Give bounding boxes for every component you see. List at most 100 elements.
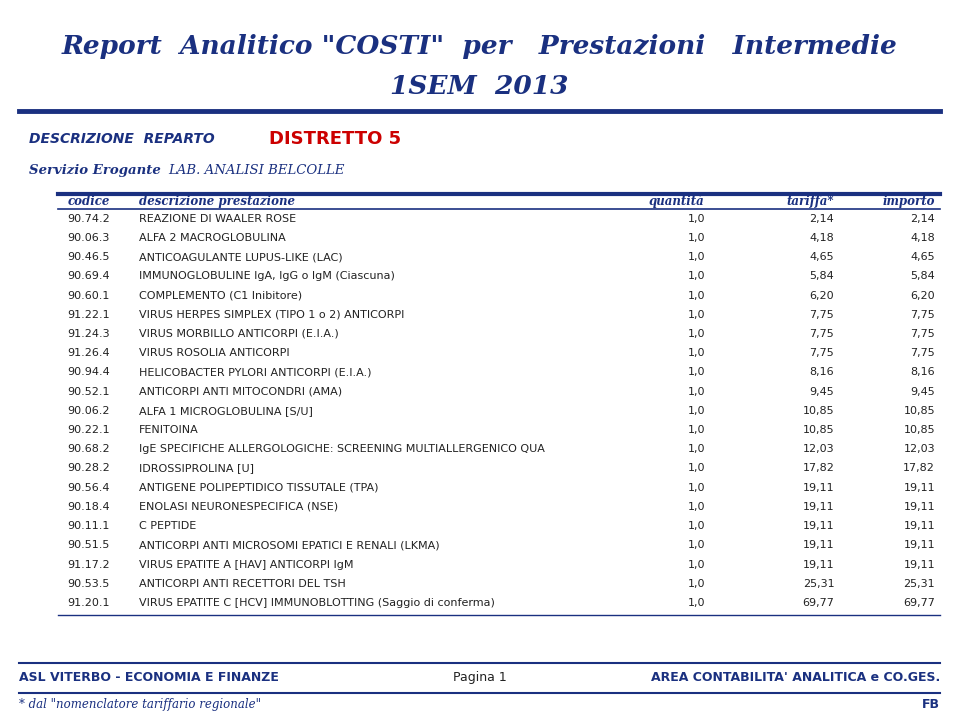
Text: 19,11: 19,11 bbox=[903, 502, 935, 512]
Text: 19,11: 19,11 bbox=[903, 521, 935, 531]
Text: 90.06.3: 90.06.3 bbox=[67, 233, 109, 243]
Text: 25,31: 25,31 bbox=[903, 579, 935, 589]
Text: VIRUS EPATITE A [HAV] ANTICORPI IgM: VIRUS EPATITE A [HAV] ANTICORPI IgM bbox=[139, 559, 354, 569]
Text: 91.24.3: 91.24.3 bbox=[67, 329, 109, 339]
Text: LAB. ANALISI BELCOLLE: LAB. ANALISI BELCOLLE bbox=[168, 164, 344, 177]
Text: ASL VITERBO - ECONOMIA E FINANZE: ASL VITERBO - ECONOMIA E FINANZE bbox=[19, 671, 279, 684]
Text: 1,0: 1,0 bbox=[688, 386, 705, 397]
Text: 4,65: 4,65 bbox=[809, 252, 834, 262]
Text: IgE SPECIFICHE ALLERGOLOGICHE: SCREENING MULTIALLERGENICO QUA: IgE SPECIFICHE ALLERGOLOGICHE: SCREENING… bbox=[139, 445, 545, 455]
Text: 1,0: 1,0 bbox=[688, 406, 705, 416]
Text: 10,85: 10,85 bbox=[803, 425, 834, 435]
Text: importo: importo bbox=[882, 194, 935, 208]
Text: 90.74.2: 90.74.2 bbox=[67, 214, 110, 224]
Text: 4,18: 4,18 bbox=[910, 233, 935, 243]
Text: 90.52.1: 90.52.1 bbox=[67, 386, 109, 397]
Text: ANTICORPI ANTI MICROSOMI EPATICI E RENALI (LKMA): ANTICORPI ANTI MICROSOMI EPATICI E RENAL… bbox=[139, 541, 439, 551]
Text: 90.28.2: 90.28.2 bbox=[67, 463, 110, 473]
Text: 7,75: 7,75 bbox=[809, 310, 834, 320]
Text: 91.20.1: 91.20.1 bbox=[67, 598, 109, 608]
Text: 25,31: 25,31 bbox=[803, 579, 834, 589]
Text: 1,0: 1,0 bbox=[688, 290, 705, 300]
Text: ANTICORPI ANTI RECETTORI DEL TSH: ANTICORPI ANTI RECETTORI DEL TSH bbox=[139, 579, 346, 589]
Text: 8,16: 8,16 bbox=[809, 367, 834, 377]
Text: 10,85: 10,85 bbox=[903, 406, 935, 416]
Text: 90.69.4: 90.69.4 bbox=[67, 271, 109, 281]
Text: 1SEM  2013: 1SEM 2013 bbox=[390, 74, 569, 98]
Text: 90.18.4: 90.18.4 bbox=[67, 502, 109, 512]
Text: 12,03: 12,03 bbox=[803, 445, 834, 455]
Text: 5,84: 5,84 bbox=[809, 271, 834, 281]
Text: 91.17.2: 91.17.2 bbox=[67, 559, 109, 569]
Text: 1,0: 1,0 bbox=[688, 233, 705, 243]
Text: IDROSSIPROLINA [U]: IDROSSIPROLINA [U] bbox=[139, 463, 254, 473]
Text: 69,77: 69,77 bbox=[903, 598, 935, 608]
Text: 1,0: 1,0 bbox=[688, 252, 705, 262]
Text: 19,11: 19,11 bbox=[803, 521, 834, 531]
Text: ANTIGENE POLIPEPTIDICO TISSUTALE (TPA): ANTIGENE POLIPEPTIDICO TISSUTALE (TPA) bbox=[139, 483, 379, 493]
Text: ALFA 1 MICROGLOBULINA [S/U]: ALFA 1 MICROGLOBULINA [S/U] bbox=[139, 406, 313, 416]
Text: 90.53.5: 90.53.5 bbox=[67, 579, 109, 589]
Text: 19,11: 19,11 bbox=[803, 559, 834, 569]
Text: FB: FB bbox=[922, 698, 940, 711]
Text: 90.51.5: 90.51.5 bbox=[67, 541, 109, 551]
Text: 10,85: 10,85 bbox=[903, 425, 935, 435]
Text: Servizio Erogante: Servizio Erogante bbox=[29, 164, 160, 177]
Text: 17,82: 17,82 bbox=[803, 463, 834, 473]
Text: 8,16: 8,16 bbox=[910, 367, 935, 377]
Text: 90.56.4: 90.56.4 bbox=[67, 483, 109, 493]
Text: 1,0: 1,0 bbox=[688, 559, 705, 569]
Text: ALFA 2 MACROGLOBULINA: ALFA 2 MACROGLOBULINA bbox=[139, 233, 286, 243]
Text: VIRUS EPATITE C [HCV] IMMUNOBLOTTING (Saggio di conferma): VIRUS EPATITE C [HCV] IMMUNOBLOTTING (Sa… bbox=[139, 598, 495, 608]
Text: 7,75: 7,75 bbox=[910, 310, 935, 320]
Text: 7,75: 7,75 bbox=[910, 329, 935, 339]
Text: ANTICOAGULANTE LUPUS-LIKE (LAC): ANTICOAGULANTE LUPUS-LIKE (LAC) bbox=[139, 252, 342, 262]
Text: 1,0: 1,0 bbox=[688, 310, 705, 320]
Text: Pagina 1: Pagina 1 bbox=[453, 671, 506, 684]
Text: VIRUS MORBILLO ANTICORPI (E.I.A.): VIRUS MORBILLO ANTICORPI (E.I.A.) bbox=[139, 329, 339, 339]
Text: DISTRETTO 5: DISTRETTO 5 bbox=[269, 130, 401, 148]
Text: 19,11: 19,11 bbox=[803, 502, 834, 512]
Text: 7,75: 7,75 bbox=[809, 348, 834, 358]
Text: 7,75: 7,75 bbox=[910, 348, 935, 358]
Text: 10,85: 10,85 bbox=[803, 406, 834, 416]
Text: 1,0: 1,0 bbox=[688, 502, 705, 512]
Text: 5,84: 5,84 bbox=[910, 271, 935, 281]
Text: 90.60.1: 90.60.1 bbox=[67, 290, 109, 300]
Text: 1,0: 1,0 bbox=[688, 463, 705, 473]
Text: 6,20: 6,20 bbox=[910, 290, 935, 300]
Text: 1,0: 1,0 bbox=[688, 425, 705, 435]
Text: ENOLASI NEURONESPECIFICA (NSE): ENOLASI NEURONESPECIFICA (NSE) bbox=[139, 502, 339, 512]
Text: 1,0: 1,0 bbox=[688, 214, 705, 224]
Text: 69,77: 69,77 bbox=[803, 598, 834, 608]
Text: IMMUNOGLOBULINE IgA, IgG o IgM (Ciascuna): IMMUNOGLOBULINE IgA, IgG o IgM (Ciascuna… bbox=[139, 271, 395, 281]
Text: 4,18: 4,18 bbox=[809, 233, 834, 243]
Text: 9,45: 9,45 bbox=[809, 386, 834, 397]
Text: 90.94.4: 90.94.4 bbox=[67, 367, 110, 377]
Text: tariffa*: tariffa* bbox=[786, 194, 834, 208]
Text: DESCRIZIONE  REPARTO: DESCRIZIONE REPARTO bbox=[29, 132, 215, 146]
Text: 1,0: 1,0 bbox=[688, 329, 705, 339]
Text: codice: codice bbox=[67, 194, 109, 208]
Text: 19,11: 19,11 bbox=[803, 541, 834, 551]
Text: 19,11: 19,11 bbox=[903, 541, 935, 551]
Text: 90.11.1: 90.11.1 bbox=[67, 521, 109, 531]
Text: 1,0: 1,0 bbox=[688, 521, 705, 531]
Text: 1,0: 1,0 bbox=[688, 367, 705, 377]
Text: 9,45: 9,45 bbox=[910, 386, 935, 397]
Text: VIRUS ROSOLIA ANTICORPI: VIRUS ROSOLIA ANTICORPI bbox=[139, 348, 290, 358]
Text: quantità: quantità bbox=[649, 194, 705, 208]
Text: 1,0: 1,0 bbox=[688, 598, 705, 608]
Text: C PEPTIDE: C PEPTIDE bbox=[139, 521, 197, 531]
Text: COMPLEMENTO (C1 Inibitore): COMPLEMENTO (C1 Inibitore) bbox=[139, 290, 302, 300]
Text: 1,0: 1,0 bbox=[688, 483, 705, 493]
Text: 1,0: 1,0 bbox=[688, 541, 705, 551]
Text: 90.68.2: 90.68.2 bbox=[67, 445, 109, 455]
Text: 90.06.2: 90.06.2 bbox=[67, 406, 109, 416]
Text: 90.22.1: 90.22.1 bbox=[67, 425, 109, 435]
Text: FENITOINA: FENITOINA bbox=[139, 425, 199, 435]
Text: 91.22.1: 91.22.1 bbox=[67, 310, 109, 320]
Text: 12,03: 12,03 bbox=[903, 445, 935, 455]
Text: 1,0: 1,0 bbox=[688, 445, 705, 455]
Text: ANTICORPI ANTI MITOCONDRI (AMA): ANTICORPI ANTI MITOCONDRI (AMA) bbox=[139, 386, 342, 397]
